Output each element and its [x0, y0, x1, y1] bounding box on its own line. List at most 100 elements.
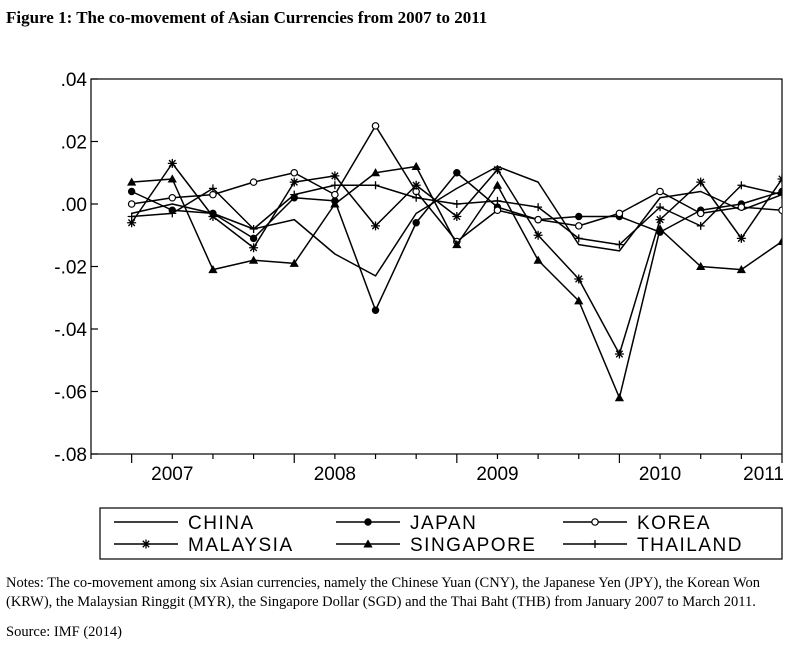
x-tick-label: 2010: [639, 464, 681, 485]
legend-marker-malaysia: [141, 539, 151, 549]
point-singapore: [777, 236, 782, 245]
y-tick-label: -.02: [54, 258, 87, 279]
point-thailand: [737, 181, 746, 190]
point-singapore: [167, 174, 177, 183]
point-malaysia: [533, 230, 543, 240]
point-singapore: [127, 177, 137, 186]
point-malaysia: [696, 177, 706, 187]
y-tick-label: .00: [61, 195, 87, 216]
x-tick-label: 2009: [476, 464, 518, 485]
point-singapore: [574, 296, 584, 305]
legend-marker-thailand: [591, 540, 599, 548]
point-singapore: [370, 168, 381, 177]
plot-frame: [90, 78, 783, 455]
series-malaysia: [127, 158, 782, 359]
legend-box: [99, 507, 783, 560]
point-korea: [493, 206, 502, 215]
x-tick-label: 2008: [314, 464, 356, 485]
point-singapore: [533, 255, 543, 264]
series-line-malaysia: [131, 162, 782, 355]
legend-item-china: CHINA: [114, 513, 255, 534]
legend-marker-korea: [591, 518, 599, 526]
point-korea: [696, 209, 705, 218]
figure-notes: Notes: The co-movement among six Asian c…: [6, 575, 761, 610]
y-tick-label: -.08: [54, 445, 87, 466]
line-chart: .04.02.00-.02-.04-.06-.08 2007 2008 2009 20…: [54, 70, 784, 560]
point-korea: [656, 187, 664, 196]
legend-label-singapore: SINGAPORE: [410, 535, 536, 556]
y-tick-label: .04: [61, 70, 88, 91]
series-layer: [127, 122, 782, 402]
point-malaysia: [574, 274, 584, 284]
figure-source: Source: IMF (2014): [6, 624, 122, 640]
point-singapore: [208, 265, 218, 274]
point-thailand: [127, 212, 136, 221]
point-singapore: [696, 261, 706, 270]
point-singapore: [330, 199, 340, 208]
series-line-japan: [131, 172, 782, 311]
point-japan: [127, 187, 136, 196]
point-thailand: [330, 181, 339, 190]
point-korea: [574, 222, 583, 230]
point-japan: [575, 212, 583, 221]
legend-marker-singapore: [363, 539, 373, 548]
legend-item-malaysia: MALAYSIA: [114, 535, 294, 556]
x-tick-label: 2007: [151, 464, 193, 485]
legend-item-thailand: THAILAND: [563, 535, 741, 556]
point-malaysia: [452, 212, 462, 221]
point-malaysia: [371, 221, 381, 231]
point-korea: [331, 190, 339, 199]
point-singapore: [492, 180, 503, 189]
point-korea: [209, 190, 217, 199]
series-line-china: [131, 165, 782, 277]
y-tick-label: -.04: [54, 320, 87, 341]
legend-label-china: CHINA: [188, 513, 255, 534]
point-thailand: [249, 225, 258, 233]
point-singapore: [411, 161, 421, 170]
point-thailand: [208, 184, 217, 193]
series-china: [131, 165, 782, 277]
point-korea: [371, 122, 380, 130]
point-japan: [371, 306, 380, 314]
point-malaysia: [736, 233, 746, 243]
series-line-korea: [131, 125, 782, 243]
point-thailand: [290, 190, 299, 199]
series-line-thailand: [131, 184, 782, 246]
point-thailand: [574, 234, 583, 243]
series-line-singapore: [131, 165, 782, 399]
legend-label-malaysia: MALAYSIA: [188, 535, 294, 556]
series-singapore: [127, 161, 782, 402]
point-thailand: [656, 203, 665, 212]
plot-border: [90, 78, 783, 455]
legend: CHINA JAPAN KOREA MALAYSIA SINGAPORE THAILAND: [99, 507, 783, 560]
series-thailand: [127, 181, 782, 249]
point-korea: [737, 203, 746, 211]
point-japan: [249, 234, 258, 243]
point-thailand: [493, 196, 502, 205]
y-tick-label: -.06: [54, 383, 87, 404]
point-thailand: [168, 209, 177, 218]
point-singapore: [655, 224, 665, 233]
point-korea: [127, 200, 136, 208]
legend-item-japan: JAPAN: [336, 513, 476, 534]
point-thailand: [371, 181, 380, 190]
point-japan: [453, 169, 461, 177]
point-malaysia: [167, 158, 177, 168]
point-singapore: [289, 258, 299, 267]
point-malaysia: [289, 177, 299, 187]
point-malaysia: [249, 243, 259, 253]
point-korea: [249, 178, 258, 186]
point-singapore: [614, 393, 625, 402]
point-thailand: [615, 240, 624, 249]
point-thailand: [696, 221, 705, 230]
point-malaysia: [492, 165, 502, 175]
point-korea: [168, 193, 177, 202]
point-singapore: [248, 255, 259, 264]
y-axis: .04 .02 .00 -.02 -.04 -.06 -.08: [54, 70, 98, 466]
figure-title: Figure 1: The co-movement of Asian Curre…: [6, 8, 488, 27]
point-thailand: [534, 203, 543, 212]
point-thailand: [778, 190, 782, 199]
point-thailand: [452, 200, 461, 208]
series-korea: [127, 122, 782, 246]
point-thailand: [412, 193, 421, 202]
